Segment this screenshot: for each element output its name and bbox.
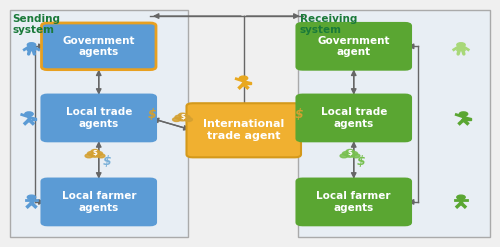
Text: Receiving
system: Receiving system	[300, 14, 358, 35]
Circle shape	[172, 118, 180, 122]
Bar	[10, 10, 188, 237]
Text: $: $	[92, 150, 98, 157]
Circle shape	[94, 152, 102, 155]
Text: $: $	[148, 108, 157, 121]
Circle shape	[28, 43, 36, 47]
Bar	[298, 10, 490, 237]
Circle shape	[91, 149, 99, 153]
Circle shape	[240, 76, 248, 80]
FancyBboxPatch shape	[186, 103, 301, 157]
FancyBboxPatch shape	[42, 23, 156, 70]
Polygon shape	[457, 47, 465, 51]
Text: Local farmer
agents: Local farmer agents	[316, 191, 391, 213]
Circle shape	[91, 153, 99, 157]
Text: Government
agents: Government agents	[62, 36, 135, 57]
Circle shape	[178, 113, 186, 117]
Text: Local trade
agents: Local trade agents	[320, 107, 387, 129]
Circle shape	[25, 112, 33, 116]
Text: International
trade agent: International trade agent	[203, 120, 284, 141]
FancyBboxPatch shape	[42, 179, 156, 225]
Circle shape	[175, 115, 183, 119]
Text: $: $	[348, 150, 352, 157]
Circle shape	[97, 154, 105, 158]
Text: $: $	[103, 155, 112, 168]
Text: $: $	[294, 108, 304, 121]
Text: Sending
system: Sending system	[12, 14, 60, 35]
Text: $: $	[180, 114, 185, 120]
Bar	[246, 82, 250, 84]
Circle shape	[457, 195, 465, 199]
FancyBboxPatch shape	[296, 179, 411, 225]
Circle shape	[346, 153, 354, 157]
Text: $: $	[356, 155, 366, 168]
Circle shape	[184, 118, 192, 122]
Circle shape	[28, 195, 36, 199]
Text: Government
agent: Government agent	[318, 36, 390, 57]
Bar	[32, 118, 36, 120]
Circle shape	[352, 154, 360, 158]
FancyBboxPatch shape	[296, 23, 411, 70]
Circle shape	[460, 112, 468, 116]
FancyBboxPatch shape	[296, 95, 411, 141]
Circle shape	[350, 152, 358, 155]
Circle shape	[340, 154, 348, 158]
Circle shape	[88, 152, 96, 155]
Text: Local farmer
agents: Local farmer agents	[62, 191, 136, 213]
Circle shape	[182, 115, 190, 119]
Circle shape	[457, 43, 465, 47]
FancyBboxPatch shape	[42, 95, 156, 141]
Circle shape	[346, 149, 354, 153]
Polygon shape	[28, 47, 36, 51]
Circle shape	[178, 117, 186, 121]
Circle shape	[342, 152, 350, 155]
Circle shape	[85, 154, 93, 158]
Bar	[466, 118, 470, 120]
Text: Local trade
agents: Local trade agents	[66, 107, 132, 129]
